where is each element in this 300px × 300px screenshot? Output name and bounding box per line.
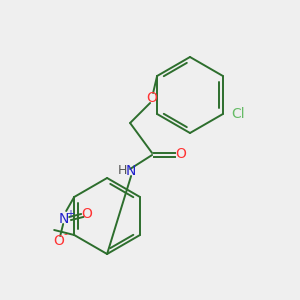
Text: -: - xyxy=(63,229,67,239)
Text: +: + xyxy=(66,209,74,219)
Text: N: N xyxy=(59,212,69,226)
Text: O: O xyxy=(82,207,93,221)
Text: N: N xyxy=(126,164,136,178)
Text: O: O xyxy=(176,148,187,161)
Text: O: O xyxy=(147,91,158,105)
Text: H: H xyxy=(117,164,127,178)
Text: Cl: Cl xyxy=(231,107,244,121)
Text: O: O xyxy=(54,234,64,248)
